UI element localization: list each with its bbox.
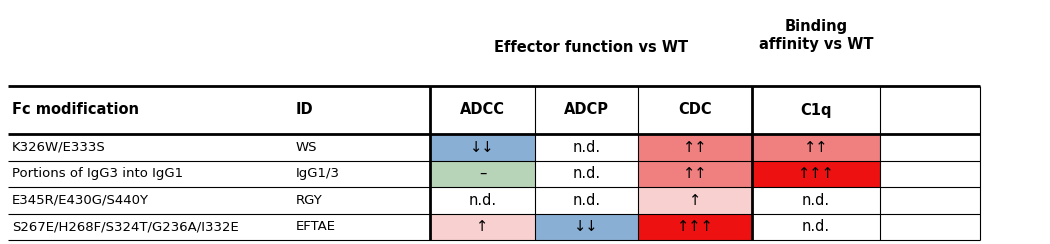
Text: Fc modification: Fc modification [12,102,139,118]
Text: ↑: ↑ [689,193,701,208]
Text: WS: WS [296,141,317,154]
Text: ↓↓: ↓↓ [574,219,598,234]
Text: n.d.: n.d. [572,193,601,208]
Text: ↑↑: ↑↑ [682,166,708,181]
Text: C1q: C1q [800,102,832,118]
Text: –: – [479,166,486,181]
Text: ↑↑: ↑↑ [682,140,708,155]
Text: E345R/E430G/S440Y: E345R/E430G/S440Y [12,194,149,207]
Text: S267E/H268F/S324T/G236A/I332E: S267E/H268F/S324T/G236A/I332E [12,220,238,233]
Text: ↑↑↑: ↑↑↑ [798,166,835,181]
Bar [430,214,536,240]
Bar [638,214,752,240]
Bar [752,134,880,161]
Text: Effector function vs WT: Effector function vs WT [494,40,688,54]
Text: n.d.: n.d. [572,140,601,155]
Text: n.d.: n.d. [802,193,831,208]
Bar [752,161,880,187]
Text: ↓↓: ↓↓ [470,140,495,155]
Text: ↑: ↑ [477,219,488,234]
Bar [430,134,536,161]
Text: ADCP: ADCP [564,102,609,118]
Text: RGY: RGY [296,194,322,207]
Text: n.d.: n.d. [802,219,831,234]
Bar [638,134,752,161]
Text: n.d.: n.d. [468,193,497,208]
Bar [430,161,536,187]
Bar [536,214,638,240]
Text: IgG1/3: IgG1/3 [296,167,340,180]
Text: Binding
affinity vs WT: Binding affinity vs WT [759,19,874,51]
Text: n.d.: n.d. [572,166,601,181]
Text: K326W/E333S: K326W/E333S [12,141,106,154]
Text: EFTAE: EFTAE [296,220,336,233]
Text: CDC: CDC [678,102,712,118]
Text: ID: ID [296,102,314,118]
Text: Portions of IgG3 into IgG1: Portions of IgG3 into IgG1 [12,167,183,180]
Bar [638,187,752,214]
Text: ADCC: ADCC [460,102,505,118]
Text: ↑↑↑: ↑↑↑ [676,219,713,234]
Bar [638,161,752,187]
Text: ↑↑: ↑↑ [803,140,828,155]
